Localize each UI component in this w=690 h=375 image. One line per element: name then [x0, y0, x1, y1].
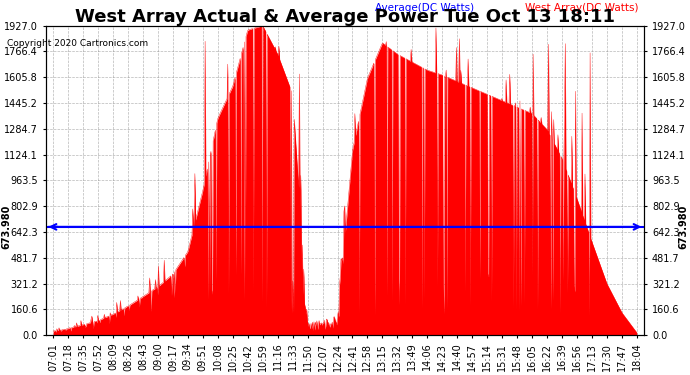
Text: 673.980: 673.980 [678, 205, 688, 249]
Text: West Array(DC Watts): West Array(DC Watts) [524, 3, 638, 13]
Text: Average(DC Watts): Average(DC Watts) [375, 3, 474, 13]
Title: West Array Actual & Average Power Tue Oct 13 18:11: West Array Actual & Average Power Tue Oc… [75, 8, 615, 26]
Text: Copyright 2020 Cartronics.com: Copyright 2020 Cartronics.com [7, 39, 148, 48]
Text: 673.980: 673.980 [2, 205, 12, 249]
